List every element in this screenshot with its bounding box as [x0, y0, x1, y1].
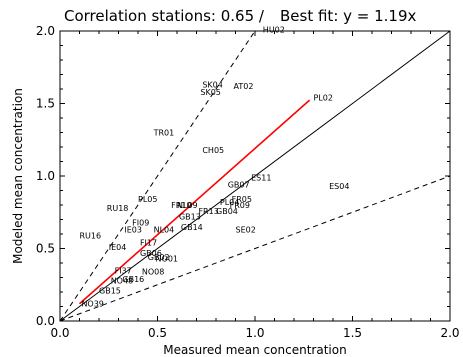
point-label: RU16	[80, 231, 102, 240]
x-axis-label: Measured mean concentration	[163, 343, 346, 357]
point-label: GB07	[228, 181, 250, 190]
y-tick-label: 1.5	[36, 97, 55, 111]
chart-title-right: Best fit: y = 1.19x	[280, 7, 417, 25]
y-tick-label: 0.0	[36, 314, 55, 328]
point-label: NO48	[111, 276, 133, 285]
chart-title-left: Correlation stations: 0.65 /	[64, 7, 265, 25]
point-label: FR05	[232, 195, 252, 204]
y-tick-label: 1.0	[36, 169, 55, 183]
point-label: SE02	[236, 226, 256, 235]
y-tick-label: 2.0	[36, 24, 55, 38]
point-label: FI17	[140, 239, 157, 248]
point-label: FR10	[171, 201, 191, 210]
point-label: ES11	[251, 173, 271, 182]
point-label: GB14	[181, 223, 203, 232]
point-label: SK04	[202, 81, 223, 90]
x-tick-label: 2.0	[440, 326, 459, 340]
point-label: NO39	[81, 300, 103, 309]
point-label: TR01	[153, 129, 175, 138]
point-label: CH05	[202, 146, 224, 155]
point-label: GB02	[148, 253, 170, 262]
point-label: NL09	[177, 201, 198, 210]
point-label: ES04	[329, 182, 349, 191]
plot-frame	[59, 30, 451, 322]
point-label: GB15	[99, 287, 121, 296]
point-label: FI37	[115, 266, 132, 275]
x-tick-label: 1.5	[343, 326, 362, 340]
point-label: GB13	[179, 213, 201, 222]
x-tick-label: 0.0	[50, 326, 69, 340]
point-label: FR09	[230, 201, 250, 210]
point-label: HU02	[263, 26, 285, 35]
point-label: FR13	[198, 207, 218, 216]
y-tick-label: 0.5	[36, 242, 55, 256]
x-tick-label: 0.5	[148, 326, 167, 340]
best-fit-line	[78, 99, 311, 305]
factor-two-upper-line	[59, 30, 256, 322]
point-label: IE04	[109, 243, 127, 252]
point-label: NO08	[142, 268, 164, 277]
point-label: PL05	[138, 195, 157, 204]
point-label: GB16	[122, 275, 144, 284]
point-label: AT02	[234, 82, 254, 91]
factor-two-lower-line	[59, 175, 451, 322]
one-to-one-line	[59, 30, 451, 322]
point-label: PL02	[314, 94, 333, 103]
point-label: FI09	[132, 218, 149, 227]
point-label: SK05	[200, 88, 221, 97]
y-axis-label: Modeled mean concentration	[11, 88, 25, 264]
reference-lines	[59, 30, 451, 322]
point-label: PL04	[220, 198, 239, 207]
point-label: RU18	[107, 204, 129, 213]
x-tick-label: 1.0	[245, 326, 264, 340]
point-label: GB04	[216, 207, 238, 216]
point-label: GB06	[140, 249, 162, 258]
best-fit-segment	[78, 99, 311, 305]
point-label: IE03	[124, 226, 142, 235]
point-label: NO01	[156, 255, 178, 264]
point-label: NL04	[154, 226, 175, 235]
